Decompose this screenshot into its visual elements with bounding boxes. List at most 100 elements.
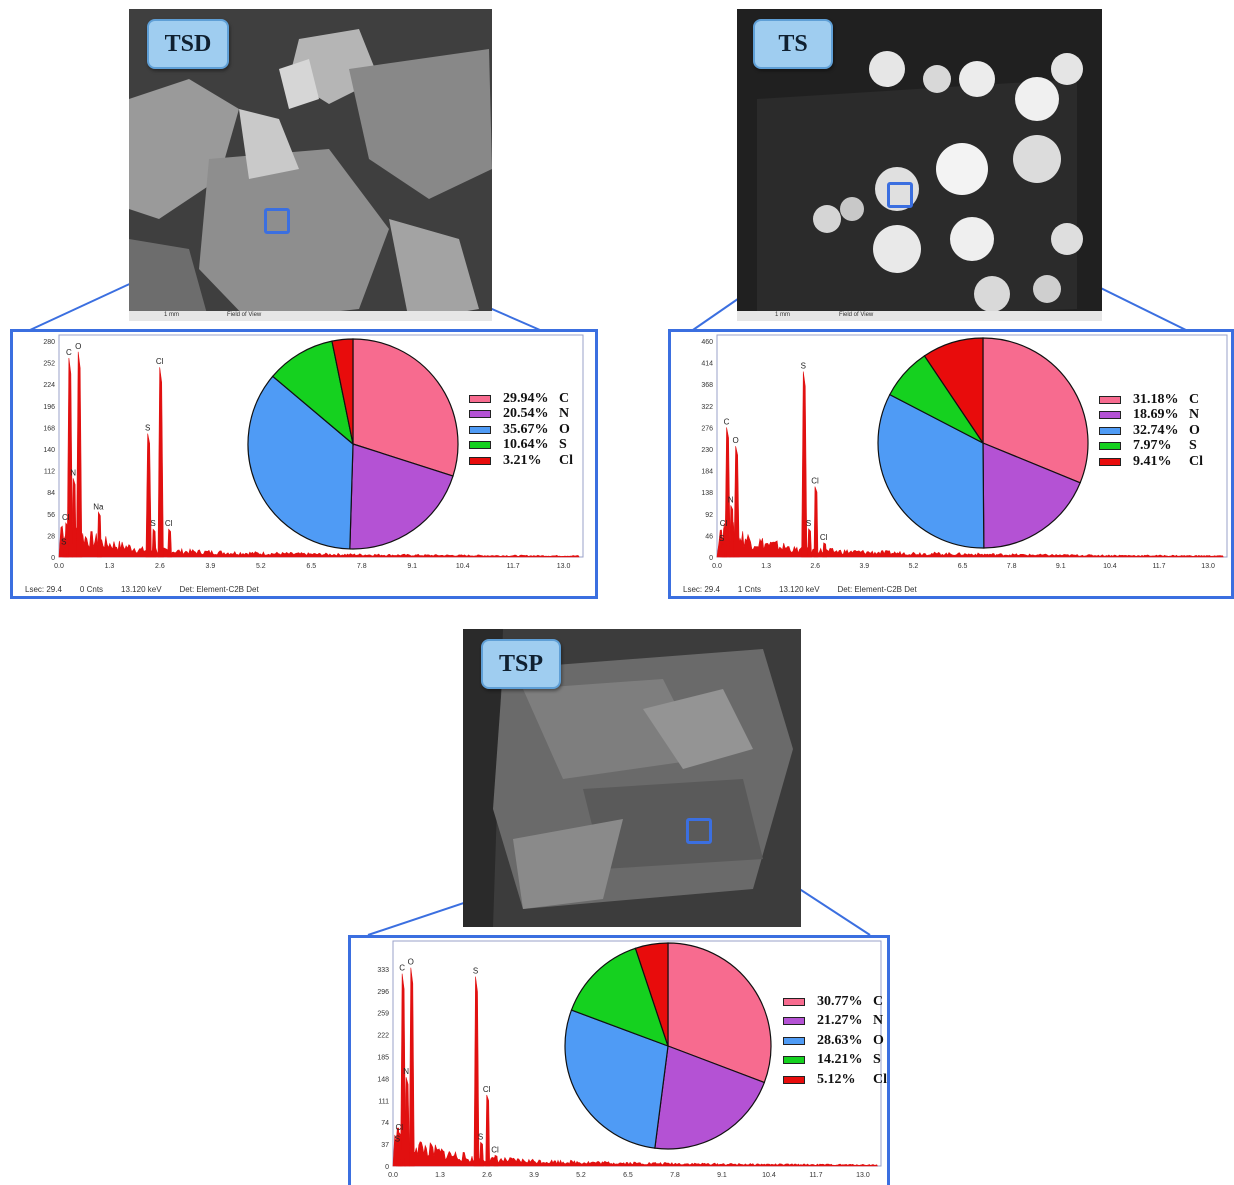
ts-footer-lsec: Lsec: 29.4 <box>683 585 720 594</box>
x-tick-label: 7.8 <box>357 563 367 570</box>
ts-legend: 31.18% C 18.69% N 32.74% O 7.97% S 9.41% Cl <box>1099 392 1203 470</box>
legend-pct: 10.64% <box>503 437 549 453</box>
spectrum-peak <box>396 1144 401 1167</box>
y-tick-label: 111 <box>378 1098 389 1105</box>
legend-pct: 3.21% <box>503 452 542 468</box>
x-tick-label: 2.6 <box>155 563 165 570</box>
ts-spectrum-footer: Lsec: 29.4 1 Cnts 13.120 keV Det: Elemen… <box>683 585 917 594</box>
y-tick-label: 184 <box>701 469 713 476</box>
x-tick-label: 10.4 <box>762 1172 776 1179</box>
y-tick-label: 46 <box>705 533 713 540</box>
peak-label: S <box>61 538 66 547</box>
legend-item: 30.77% C <box>783 992 887 1012</box>
y-tick-label: 185 <box>377 1055 389 1062</box>
y-tick-label: 140 <box>43 447 55 454</box>
peak-label: O <box>75 342 81 351</box>
legend-pct: 31.18% <box>1133 391 1179 407</box>
y-tick-label: 230 <box>701 447 713 454</box>
tsd-fov-label: Field of View <box>227 312 262 318</box>
y-tick-label: 112 <box>44 469 55 476</box>
ts-sem-scalebar: 1 mm Field of View <box>737 311 1102 321</box>
legend-pct: 30.77% <box>817 993 863 1009</box>
peak-label: C <box>399 964 405 973</box>
x-tick-label: 2.6 <box>810 563 820 570</box>
tsd-legend: 29.94% C 20.54% N 35.67% O 10.64% S 3.21% Cl <box>469 391 573 469</box>
x-tick-label: 2.6 <box>482 1172 492 1179</box>
y-tick-label: 0 <box>385 1164 389 1171</box>
tsd-eds-frame: 0 28 56 84 112 140 168 196 224 252 280 0.0 1.3 2.6 3.9… <box>10 329 598 599</box>
ts-sem-texture <box>737 9 1102 321</box>
peak-label: Cl <box>395 1123 403 1132</box>
x-tick-label: 5.2 <box>576 1172 586 1179</box>
tsp-legend: 30.77% C 21.27% N 28.63% O 14.21% S 5.12% Cl <box>783 992 887 1090</box>
y-tick-label: 74 <box>381 1120 389 1127</box>
legend-item: 21.27% N <box>783 1012 887 1032</box>
legend-pct: 7.97% <box>1133 438 1172 454</box>
x-tick-label: 7.8 <box>1007 563 1017 570</box>
x-tick-label: 0.0 <box>712 563 722 570</box>
pie-slice-s <box>570 947 669 1047</box>
x-tick-label: 1.3 <box>761 563 771 570</box>
legend-swatch <box>783 1017 805 1026</box>
x-tick-label: 13.0 <box>1201 563 1215 570</box>
legend-element: S <box>1189 438 1197 454</box>
peak-label: Cl <box>811 477 819 486</box>
pie-slice-o <box>877 393 985 549</box>
tsd-label-tag: TSD <box>147 19 229 69</box>
peak-label: S <box>150 519 155 528</box>
legend-swatch <box>1099 442 1121 451</box>
x-tick-label: 5.2 <box>256 563 266 570</box>
spectrum-peak <box>729 505 735 558</box>
legend-pct: 9.41% <box>1133 453 1172 469</box>
spectrum-peak <box>822 542 827 558</box>
legend-element: C <box>873 993 884 1009</box>
legend-pct: 21.27% <box>817 1013 863 1029</box>
y-tick-label: 84 <box>47 490 55 497</box>
spectrum-peak <box>473 976 480 1167</box>
spectrum-peak <box>151 528 157 558</box>
legend-swatch <box>783 1075 805 1084</box>
ts-sem-image: 1 mm Field of View <box>737 9 1102 321</box>
spectrum-peak <box>485 1094 491 1167</box>
pie-slice-n <box>654 1045 766 1150</box>
legend-swatch <box>783 1036 805 1045</box>
ts-eds-frame: 0 46 92 138 184 230 276 322 368 414 460 0.0 1.3 2.6 3.… <box>668 329 1234 599</box>
y-tick-label: 222 <box>377 1033 389 1040</box>
tsp-label-tag: TSP <box>481 639 561 689</box>
y-tick-label: 252 <box>43 361 55 368</box>
x-tick-label: 9.1 <box>407 563 417 570</box>
peak-label: O <box>733 436 739 445</box>
tsd-footer-lsec: Lsec: 29.4 <box>25 585 62 594</box>
legend-swatch <box>783 997 805 1006</box>
ts-label-tag: TS <box>753 19 833 69</box>
x-tick-label: 3.9 <box>859 563 869 570</box>
legend-pct: 32.74% <box>1133 422 1179 438</box>
pie-slice-c <box>667 942 772 1084</box>
legend-swatch <box>469 441 491 450</box>
peak-label: Cl <box>491 1145 499 1154</box>
legend-pct: 14.21% <box>817 1052 863 1068</box>
x-tick-label: 1.3 <box>105 563 115 570</box>
spectrum-peak <box>157 367 164 558</box>
peak-label: N <box>728 495 734 504</box>
legend-pct: 18.69% <box>1133 407 1179 423</box>
spectrum-peak <box>813 486 819 558</box>
legend-item: 35.67% O <box>469 422 573 438</box>
x-tick-label: 9.1 <box>717 1172 727 1179</box>
spectrum-peak <box>145 433 152 558</box>
legend-element: O <box>559 421 570 437</box>
x-tick-label: 13.0 <box>557 563 571 570</box>
tsd-spectrum-footer: Lsec: 29.4 0 Cnts 13.120 keV Det: Elemen… <box>25 585 259 594</box>
peak-label: C <box>66 348 72 357</box>
legend-pct: 28.63% <box>817 1032 863 1048</box>
peak-label: Cl <box>720 519 728 528</box>
spectrum-peak <box>404 1077 410 1167</box>
spectrum-peak <box>479 1141 484 1167</box>
spectrum-peak <box>76 351 83 558</box>
legend-swatch <box>1099 411 1121 420</box>
tsp-pie-chart <box>564 942 772 1150</box>
legend-pct: 35.67% <box>503 421 549 437</box>
tsd-footer-cnts: 0 Cnts <box>79 585 104 594</box>
peak-label: N <box>403 1067 409 1076</box>
tsd-scale-label: 1 mm <box>164 312 179 318</box>
